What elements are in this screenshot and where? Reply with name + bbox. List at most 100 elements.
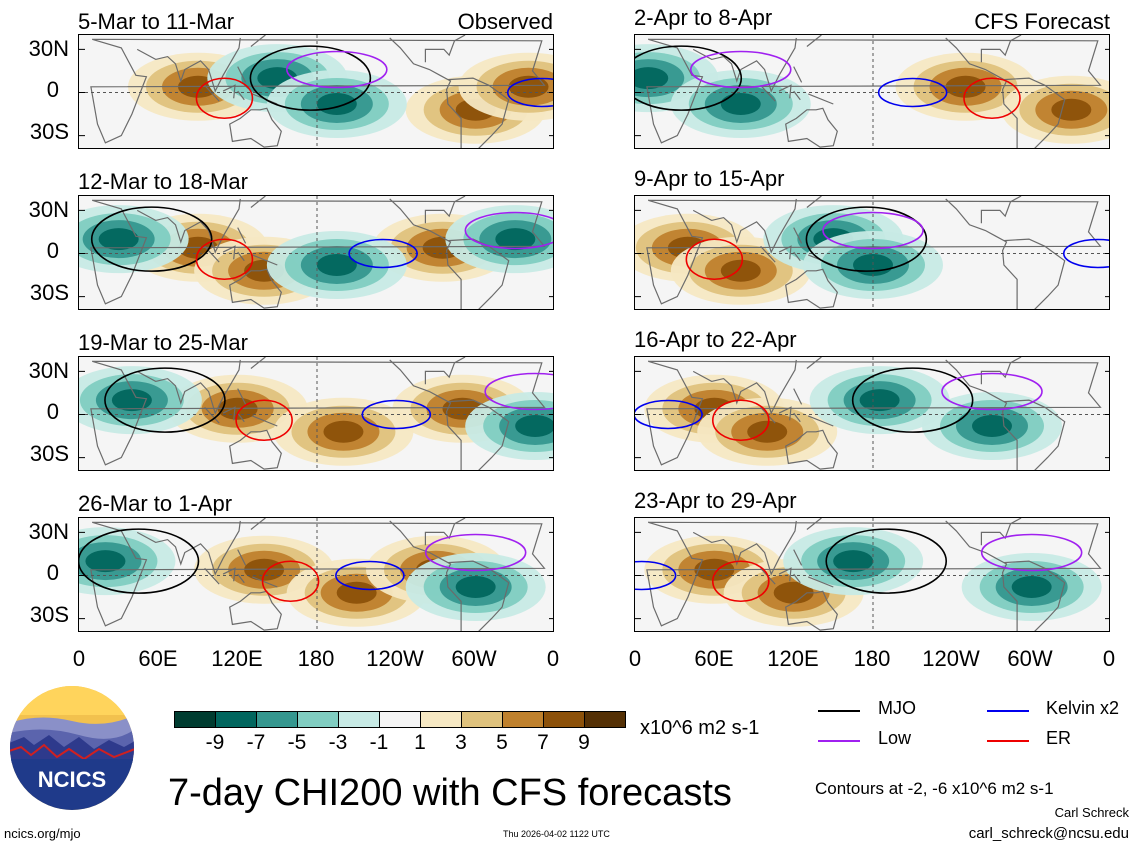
coastlines	[646, 35, 1102, 148]
colorbar-label: -7	[246, 731, 266, 754]
lon-label: 60E	[694, 646, 734, 671]
negative-anomaly-region	[783, 527, 924, 596]
contour-note: Contours at -2, -6 x10^6 m2 s-1	[815, 779, 1054, 798]
positive-anomaly-region	[1001, 75, 1109, 144]
lat-label-eq: 0	[46, 77, 59, 102]
panel-title-obs-3: 19-Mar to 25-Mar	[78, 330, 248, 355]
contour-kelvin	[635, 560, 677, 591]
panel-title-obs-2: 12-Mar to 18-Mar	[78, 169, 248, 194]
panel-title-fc-1: 2-Apr to 8-Apr	[634, 5, 773, 30]
lat-label-eq: 0	[46, 399, 59, 424]
contour-kelvin	[361, 399, 432, 430]
positive-anomaly-region	[458, 52, 553, 121]
contour-mjo	[104, 367, 226, 433]
colorbar-label: 7	[537, 731, 549, 754]
negative-anomaly-region	[79, 366, 202, 435]
panel-title-fc-4: 23-Apr to 29-Apr	[634, 488, 797, 513]
contour-kelvin	[1062, 238, 1109, 269]
figure-title: 7-day CHI200 with CFS forecasts	[168, 772, 732, 814]
contour-er	[711, 560, 770, 603]
colorbar-label: -3	[328, 731, 348, 754]
contour-er	[235, 399, 293, 442]
contour-kelvin	[635, 399, 703, 430]
lon-label: 60W	[451, 646, 497, 671]
lon-label: 0	[72, 646, 86, 671]
legend-line-low	[818, 740, 860, 742]
colorbar-label: -9	[205, 731, 225, 754]
panel-title-obs-4: 26-Mar to 1-Apr	[78, 491, 233, 516]
colorbar-swatch	[379, 711, 421, 728]
colorbar-label: 3	[455, 731, 467, 754]
lon-label: 120W	[366, 646, 424, 671]
panel-title-fc-3: 16-Apr to 22-Apr	[634, 327, 797, 352]
contour-mjo	[851, 367, 974, 433]
lon-label: 60W	[1007, 646, 1053, 671]
author-name: Carl Schreck	[1054, 805, 1129, 820]
contour-mjo	[805, 206, 928, 272]
legend-label-low: Low	[878, 728, 912, 748]
map-panel-obs-2	[78, 195, 554, 310]
lat-label-eq: 0	[46, 238, 59, 263]
contour-er	[685, 238, 744, 281]
legend-line-kelvin	[987, 710, 1029, 712]
lon-label: 180	[853, 646, 891, 671]
legend-line-er	[987, 740, 1029, 742]
legend-label-mjo: MJO	[878, 698, 916, 718]
negative-anomaly-region	[266, 231, 407, 299]
lon-label: 120E	[767, 646, 819, 671]
contour-kelvin	[877, 77, 948, 108]
lat-label-eq: 0	[46, 560, 59, 585]
map-panel-fc-1	[634, 34, 1110, 149]
contour-low	[980, 533, 1083, 572]
lat-label-30s: 30S	[29, 119, 69, 144]
source-url[interactable]: ncics.org/mjo	[4, 826, 81, 841]
colorbar-swatch	[215, 711, 257, 728]
legend-label-kelvin: Kelvin x2	[1046, 698, 1120, 718]
lon-label: 60E	[138, 646, 178, 671]
contour-low	[286, 50, 388, 89]
author-email[interactable]: carl_schreck@ncsu.edu	[968, 825, 1129, 842]
negative-anomaly-region	[79, 205, 189, 274]
colorbar-swatch	[297, 711, 339, 728]
lon-label: 0	[1102, 646, 1116, 671]
lat-label-30n: 30N	[28, 519, 69, 544]
colorbar-units: x10^6 m2 s-1	[640, 717, 760, 739]
contour-er	[195, 238, 254, 281]
negative-anomaly-region	[809, 366, 950, 435]
logo-text: NCICS	[38, 767, 106, 792]
negative-anomaly-region	[79, 527, 176, 596]
colorbar-swatch	[420, 711, 462, 728]
map-panel-fc-4	[634, 517, 1110, 632]
coastlines	[90, 35, 546, 148]
negative-anomaly-region	[961, 553, 1102, 621]
panel-tag-observed: Observed	[457, 9, 553, 34]
colorbar-swatch	[174, 711, 216, 728]
contour-mjo	[249, 45, 372, 111]
contour-mjo	[90, 206, 213, 272]
colorbar-swatch	[502, 711, 544, 728]
colorbar-swatch	[338, 711, 380, 728]
negative-anomaly-region	[266, 70, 407, 138]
colorbar-swatch	[584, 711, 626, 728]
timestamp: Thu 2026-04-02 1122 UTC	[503, 829, 610, 839]
ncics-logo: NCICS	[9, 685, 135, 811]
contour-er	[711, 399, 770, 442]
lon-label: 180	[297, 646, 335, 671]
contour-er	[261, 560, 320, 603]
coastlines	[90, 196, 546, 309]
contour-mjo	[635, 45, 743, 111]
negative-anomaly-region	[670, 70, 811, 138]
contour-kelvin	[348, 238, 418, 269]
contour-low	[484, 372, 553, 411]
contour-mjo	[79, 528, 200, 594]
lat-label-30n: 30N	[28, 36, 69, 61]
coastlines	[646, 357, 1102, 470]
lat-label-30s: 30S	[29, 280, 69, 305]
panel-title-fc-2: 9-Apr to 15-Apr	[634, 166, 785, 191]
legend-label-er: ER	[1046, 728, 1072, 748]
map-panel-obs-4	[78, 517, 554, 632]
contour-low	[689, 50, 792, 89]
colorbar-swatch	[543, 711, 585, 728]
contour-kelvin	[335, 560, 405, 591]
contour-low	[941, 372, 1043, 411]
